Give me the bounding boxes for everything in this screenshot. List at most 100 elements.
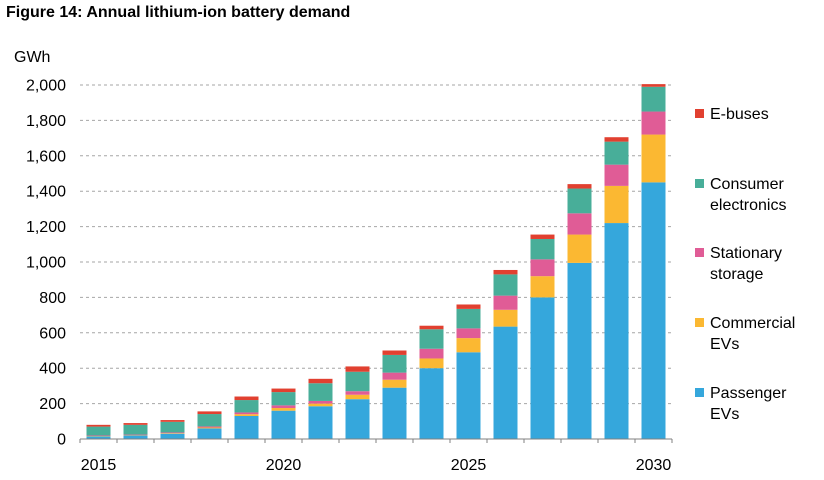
legend-swatch	[695, 109, 704, 118]
bar-segment-commercial-evs-2021	[308, 403, 333, 407]
bar-segment-passenger-evs-2020	[271, 410, 296, 439]
bar-segment-commercial-evs-2025	[456, 338, 481, 353]
legend-swatch	[695, 388, 704, 397]
bar-segment-e-buses-2030	[641, 84, 666, 87]
bar-segment-passenger-evs-2025	[456, 352, 481, 439]
bar-segment-commercial-evs-2030	[641, 134, 666, 183]
y-tick-label: 400	[39, 361, 66, 378]
bar-segment-stationary-storage-2022	[345, 391, 370, 395]
bar-segment-consumer-electronics-2029	[604, 141, 629, 165]
bar-segment-consumer-electronics-2016	[123, 424, 148, 435]
x-tick-label: 2020	[266, 457, 302, 474]
legend-swatch	[695, 318, 704, 327]
bar-segment-stationary-storage-2025	[456, 328, 481, 339]
bar-segment-commercial-evs-2024	[419, 358, 444, 369]
bar-segment-consumer-electronics-2021	[308, 383, 333, 401]
bar-segment-passenger-evs-2021	[308, 406, 333, 439]
x-tick-labels: 2015 2020 2025 2030	[81, 457, 672, 474]
x-tick-label: 2030	[636, 457, 672, 474]
bar-segment-consumer-electronics-2024	[419, 329, 444, 349]
y-tick-labels: 0 200 400 600 800 1,000 1,200 1,400 1,600 1,800 2,…	[26, 78, 66, 449]
bar-segment-commercial-evs-2018	[197, 427, 222, 429]
bar-segment-passenger-evs-2026	[493, 326, 518, 439]
bar-segment-e-buses-2015	[86, 424, 111, 427]
bar-segment-commercial-evs-2022	[345, 394, 370, 400]
legend-label: Passenger EVs	[710, 385, 787, 423]
y-tick-label: 1,200	[26, 219, 66, 236]
legend-label: Stationary storage	[710, 245, 783, 283]
bar-segment-passenger-evs-2016	[123, 435, 148, 439]
bar-segment-consumer-electronics-2028	[567, 188, 592, 214]
bar-segment-e-buses-2023	[382, 350, 407, 355]
bar-segment-passenger-evs-2018	[197, 428, 222, 439]
bar-segment-passenger-evs-2022	[345, 399, 370, 439]
bar-segment-passenger-evs-2027	[530, 297, 555, 439]
bar-segment-passenger-evs-2030	[641, 182, 666, 439]
bar-segment-commercial-evs-2028	[567, 234, 592, 263]
bar-segment-consumer-electronics-2022	[345, 371, 370, 392]
legend-swatch	[695, 179, 704, 188]
bar-segment-e-buses-2021	[308, 378, 333, 384]
legend-label: Consumer electronics	[710, 176, 787, 214]
bar-segment-e-buses-2027	[530, 234, 555, 239]
bar-segment-e-buses-2020	[271, 388, 296, 393]
legend-item-consumer-electronics: Consumer electronics	[695, 174, 820, 216]
axes	[79, 438, 673, 443]
bar-segment-passenger-evs-2028	[567, 262, 592, 439]
bar-segment-stationary-storage-2020	[271, 405, 296, 409]
bar-segment-consumer-electronics-2025	[456, 308, 481, 329]
bar-segment-commercial-evs-2017	[160, 433, 185, 434]
y-tick-label: 0	[57, 432, 66, 449]
legend-label: Commercial EVs	[710, 315, 796, 353]
bar-segment-consumer-electronics-2020	[271, 392, 296, 406]
bar-segment-commercial-evs-2020	[271, 408, 296, 411]
bar-segment-stationary-storage-2018	[197, 426, 222, 428]
bar-segment-passenger-evs-2023	[382, 387, 407, 439]
y-tick-label: 1,000	[26, 255, 66, 272]
y-tick-label: 800	[39, 290, 66, 307]
bar-segment-passenger-evs-2015	[86, 436, 111, 439]
bar-segment-e-buses-2029	[604, 137, 629, 142]
bar-segment-stationary-storage-2029	[604, 164, 629, 186]
bar-segment-passenger-evs-2017	[160, 433, 185, 439]
bar-segment-stationary-storage-2024	[419, 348, 444, 359]
bar-segment-passenger-evs-2019	[234, 415, 259, 439]
bar-segment-consumer-electronics-2015	[86, 426, 111, 436]
bar-segment-e-buses-2025	[456, 304, 481, 309]
bar-segment-stationary-storage-2019	[234, 412, 259, 415]
bar-segment-consumer-electronics-2019	[234, 400, 259, 413]
chart: 0 200 400 600 800 1,000 1,200 1,400 1,600 1,800 2,…	[14, 49, 673, 474]
bar-segment-consumer-electronics-2018	[197, 414, 222, 427]
bars	[86, 84, 666, 439]
bar-segment-commercial-evs-2027	[530, 276, 555, 298]
bar-segment-e-buses-2017	[160, 420, 185, 422]
bar-segment-e-buses-2019	[234, 396, 259, 401]
legend: E-buses Consumer electronics Stationary st…	[695, 0, 824, 480]
bar-segment-stationary-storage-2026	[493, 295, 518, 310]
legend-item-e-buses: E-buses	[695, 104, 820, 125]
y-tick-label: 2,000	[26, 78, 66, 95]
y-tick-label: 1,800	[26, 113, 66, 130]
bar-segment-stationary-storage-2027	[530, 259, 555, 277]
bar-segment-commercial-evs-2029	[604, 185, 629, 224]
x-tick-label: 2015	[81, 457, 117, 474]
bar-segment-stationary-storage-2016	[123, 434, 148, 436]
bar-segment-stationary-storage-2017	[160, 432, 185, 434]
bar-segment-e-buses-2016	[123, 423, 148, 425]
x-tick-label: 2025	[451, 457, 487, 474]
bar-segment-e-buses-2022	[345, 366, 370, 372]
bar-segment-passenger-evs-2029	[604, 223, 629, 439]
bar-segment-consumer-electronics-2017	[160, 421, 185, 433]
bar-segment-commercial-evs-2023	[382, 379, 407, 388]
legend-item-stationary-storage: Stationary storage	[695, 243, 820, 285]
bar-segment-consumer-electronics-2023	[382, 354, 407, 373]
y-tick-label: 200	[39, 396, 66, 413]
bar-segment-consumer-electronics-2030	[641, 86, 666, 112]
bar-segment-consumer-electronics-2026	[493, 274, 518, 296]
bar-segment-e-buses-2024	[419, 325, 444, 330]
legend-label: E-buses	[710, 106, 769, 123]
legend-swatch	[695, 248, 704, 257]
bar-segment-consumer-electronics-2027	[530, 238, 555, 260]
bar-segment-commercial-evs-2026	[493, 309, 518, 327]
legend-item-passenger-evs: Passenger EVs	[695, 383, 820, 425]
